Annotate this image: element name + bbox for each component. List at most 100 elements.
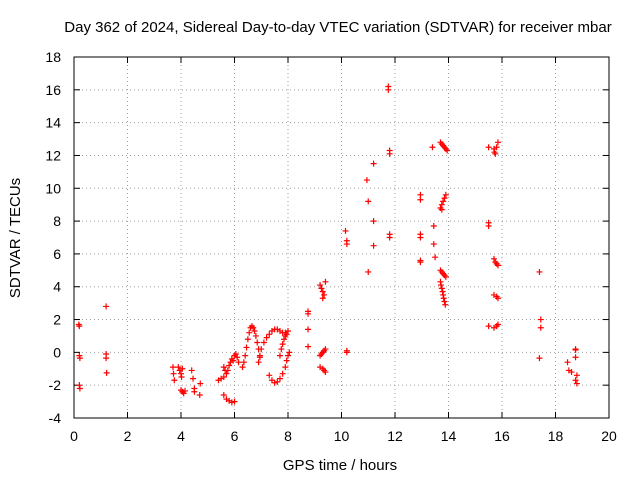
- data-point: [317, 282, 324, 289]
- data-point: [536, 355, 543, 362]
- x-tick-label: 2: [124, 428, 132, 444]
- data-point: [197, 380, 204, 387]
- data-point: [279, 370, 286, 377]
- data-point: [319, 295, 326, 302]
- data-point: [196, 392, 203, 399]
- data-point: [258, 346, 265, 353]
- data-point: [231, 398, 238, 405]
- y-axis-label: SDTVAR / TECUs: [7, 178, 24, 298]
- data-point: [242, 352, 249, 359]
- data-point: [365, 198, 372, 205]
- data-point: [485, 323, 492, 330]
- data-point: [246, 329, 253, 336]
- data-point: [370, 160, 377, 167]
- data-point: [260, 339, 267, 346]
- x-tick-label: 6: [231, 428, 239, 444]
- data-point: [279, 341, 286, 348]
- y-tick-label: 4: [53, 279, 61, 295]
- data-point: [490, 255, 497, 262]
- data-point: [417, 259, 424, 266]
- data-point: [370, 242, 377, 249]
- x-tick-label: 14: [441, 428, 457, 444]
- data-point: [169, 364, 176, 371]
- x-tick-label: 18: [548, 428, 564, 444]
- data-point: [568, 369, 575, 376]
- data-point: [274, 378, 281, 385]
- data-point: [322, 346, 329, 353]
- y-tick-label: 14: [45, 115, 61, 131]
- data-point: [305, 326, 312, 333]
- x-tick-label: 10: [334, 428, 350, 444]
- data-point: [493, 144, 500, 151]
- data-point: [444, 147, 451, 154]
- data-point: [250, 324, 257, 331]
- data-point: [321, 291, 328, 298]
- y-tick-label: 8: [53, 213, 61, 229]
- data-point: [220, 373, 227, 380]
- data-point: [440, 295, 447, 302]
- data-point: [365, 268, 372, 275]
- data-point: [235, 359, 242, 366]
- x-tick-label: 12: [387, 428, 403, 444]
- data-point: [319, 288, 326, 295]
- data-point: [234, 354, 241, 361]
- data-point: [438, 285, 445, 292]
- data-point: [276, 375, 283, 382]
- data-point: [432, 254, 439, 261]
- chart-title: Day 362 of 2024, Sidereal Day-to-day VTE…: [64, 19, 611, 36]
- data-point: [385, 86, 392, 93]
- y-tick-label: -4: [49, 410, 62, 426]
- data-point: [76, 355, 83, 362]
- data-point: [175, 364, 182, 371]
- data-point: [318, 285, 325, 292]
- data-point: [220, 392, 227, 399]
- data-point: [103, 369, 110, 376]
- data-point: [573, 380, 580, 387]
- data-point: [537, 316, 544, 323]
- data-point: [305, 343, 312, 350]
- data-point: [254, 339, 261, 346]
- data-point: [492, 150, 499, 157]
- data-point: [485, 144, 492, 151]
- data-point: [223, 370, 230, 377]
- data-point: [438, 282, 445, 289]
- grid-lines: [74, 57, 609, 418]
- data-point: [188, 367, 195, 374]
- data-point: [494, 262, 501, 269]
- data-point: [417, 196, 424, 203]
- data-point: [224, 367, 231, 374]
- data-point: [239, 364, 246, 371]
- data-point: [286, 349, 293, 356]
- data-point: [430, 241, 437, 248]
- data-point: [243, 344, 250, 351]
- data-point: [103, 303, 110, 310]
- data-point: [103, 355, 110, 362]
- data-point: [537, 324, 544, 331]
- data-point: [271, 379, 278, 386]
- data-point: [252, 332, 259, 339]
- data-point: [244, 336, 251, 343]
- y-tick-label: -2: [49, 377, 62, 393]
- data-point: [441, 195, 448, 202]
- data-point: [386, 234, 393, 241]
- data-point: [485, 223, 492, 230]
- data-point: [190, 375, 197, 382]
- x-tick-label: 20: [601, 428, 617, 444]
- data-point: [228, 399, 235, 406]
- data-point: [232, 351, 239, 358]
- data-point: [263, 334, 270, 341]
- data-point: [283, 331, 290, 338]
- data-point: [255, 359, 262, 366]
- data-point: [226, 362, 233, 369]
- y-tick-label: 18: [45, 49, 61, 65]
- data-point: [76, 385, 83, 392]
- data-point: [322, 369, 329, 376]
- data-point: [442, 273, 449, 280]
- data-point: [363, 177, 370, 184]
- data-point: [322, 278, 329, 285]
- axis-ticks: 0 2 4 6 8 10 12 14 16 18 20 -4 -2 0 2 4 6 8 10 12 14 16 18: [45, 49, 617, 444]
- data-point: [417, 234, 424, 241]
- data-points: [75, 83, 580, 406]
- data-point: [342, 227, 349, 234]
- data-point: [76, 323, 83, 330]
